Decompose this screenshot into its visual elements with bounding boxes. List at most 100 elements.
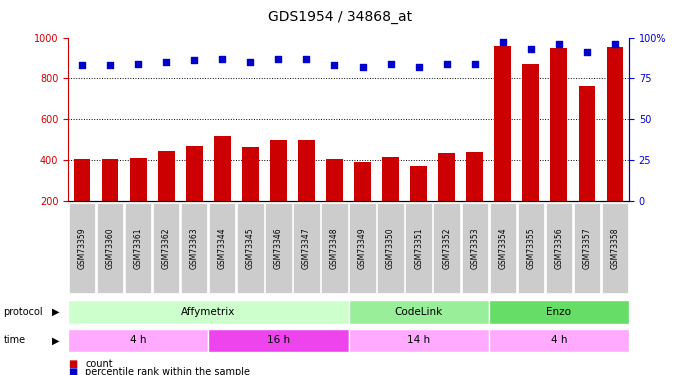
Point xyxy=(105,62,116,68)
Point xyxy=(217,56,228,62)
Text: GSM73360: GSM73360 xyxy=(105,228,114,269)
Text: GSM73357: GSM73357 xyxy=(583,228,592,269)
Bar xyxy=(579,86,596,201)
Text: count: count xyxy=(85,359,113,369)
FancyBboxPatch shape xyxy=(265,202,292,293)
Point xyxy=(609,41,620,47)
Bar xyxy=(354,162,371,201)
Point xyxy=(189,57,200,63)
Point xyxy=(273,56,284,62)
Bar xyxy=(130,158,147,201)
Text: GSM73355: GSM73355 xyxy=(526,228,535,269)
FancyBboxPatch shape xyxy=(209,202,235,293)
Point xyxy=(133,61,143,67)
Point xyxy=(581,49,592,55)
Text: Enzo: Enzo xyxy=(546,307,571,317)
Text: ▶: ▶ xyxy=(52,307,60,317)
Bar xyxy=(214,136,231,201)
Point xyxy=(357,64,368,70)
Text: GSM73356: GSM73356 xyxy=(554,228,563,269)
Point xyxy=(245,59,256,65)
Point xyxy=(526,46,537,52)
Bar xyxy=(494,46,511,201)
Bar xyxy=(326,159,343,201)
Text: 4 h: 4 h xyxy=(130,335,146,345)
Text: GSM73345: GSM73345 xyxy=(246,228,255,269)
FancyBboxPatch shape xyxy=(574,202,600,293)
FancyBboxPatch shape xyxy=(517,202,544,293)
Text: GSM73363: GSM73363 xyxy=(190,228,199,269)
Text: GSM73350: GSM73350 xyxy=(386,228,395,269)
FancyBboxPatch shape xyxy=(433,202,460,293)
Bar xyxy=(410,166,427,201)
FancyBboxPatch shape xyxy=(68,300,348,324)
FancyBboxPatch shape xyxy=(181,202,207,293)
Text: GSM73362: GSM73362 xyxy=(162,228,171,269)
Point xyxy=(77,62,88,68)
FancyBboxPatch shape xyxy=(68,328,208,352)
Point xyxy=(554,41,564,47)
Point xyxy=(413,64,424,70)
FancyBboxPatch shape xyxy=(602,202,628,293)
FancyBboxPatch shape xyxy=(350,202,376,293)
Text: GSM73359: GSM73359 xyxy=(78,228,86,269)
Point xyxy=(441,61,452,67)
Text: GSM73354: GSM73354 xyxy=(498,228,507,269)
Text: 14 h: 14 h xyxy=(407,335,430,345)
Point xyxy=(497,39,508,45)
Text: Affymetrix: Affymetrix xyxy=(181,307,235,317)
Bar xyxy=(298,140,315,201)
FancyBboxPatch shape xyxy=(321,202,347,293)
FancyBboxPatch shape xyxy=(405,202,432,293)
Bar xyxy=(382,157,399,201)
Bar xyxy=(522,64,539,201)
Text: GSM73358: GSM73358 xyxy=(611,228,619,269)
FancyBboxPatch shape xyxy=(293,202,320,293)
FancyBboxPatch shape xyxy=(545,202,572,293)
Text: GDS1954 / 34868_at: GDS1954 / 34868_at xyxy=(268,10,412,24)
FancyBboxPatch shape xyxy=(125,202,152,293)
FancyBboxPatch shape xyxy=(348,300,489,324)
Text: 4 h: 4 h xyxy=(551,335,567,345)
Text: CodeLink: CodeLink xyxy=(394,307,443,317)
FancyBboxPatch shape xyxy=(348,328,489,352)
Point xyxy=(469,61,480,67)
Text: GSM73346: GSM73346 xyxy=(274,228,283,269)
FancyBboxPatch shape xyxy=(462,202,488,293)
FancyBboxPatch shape xyxy=(153,202,180,293)
Text: GSM73344: GSM73344 xyxy=(218,228,226,269)
Point xyxy=(329,62,340,68)
Text: GSM73352: GSM73352 xyxy=(442,228,451,269)
FancyBboxPatch shape xyxy=(490,202,516,293)
Bar xyxy=(186,146,203,201)
Bar xyxy=(551,48,567,201)
Point xyxy=(301,56,312,62)
Point xyxy=(160,59,171,65)
Text: ■: ■ xyxy=(68,359,78,369)
Text: time: time xyxy=(3,335,26,345)
Bar xyxy=(73,159,90,201)
FancyBboxPatch shape xyxy=(237,202,264,293)
Bar xyxy=(242,147,258,201)
Text: ■: ■ xyxy=(68,367,78,375)
Text: 16 h: 16 h xyxy=(267,335,290,345)
FancyBboxPatch shape xyxy=(97,202,123,293)
Text: GSM73347: GSM73347 xyxy=(302,228,311,269)
Text: GSM73349: GSM73349 xyxy=(358,228,367,269)
FancyBboxPatch shape xyxy=(377,202,404,293)
Bar xyxy=(102,159,118,201)
Bar xyxy=(438,153,455,201)
FancyBboxPatch shape xyxy=(208,328,348,352)
Bar xyxy=(158,151,175,201)
FancyBboxPatch shape xyxy=(489,300,629,324)
Bar xyxy=(466,152,483,201)
Text: GSM73361: GSM73361 xyxy=(134,228,143,269)
Point xyxy=(385,61,396,67)
FancyBboxPatch shape xyxy=(69,202,95,293)
Bar xyxy=(270,140,287,201)
Bar xyxy=(607,47,624,201)
FancyBboxPatch shape xyxy=(489,328,629,352)
Text: ▶: ▶ xyxy=(52,335,60,345)
Text: percentile rank within the sample: percentile rank within the sample xyxy=(85,367,250,375)
Text: GSM73348: GSM73348 xyxy=(330,228,339,269)
